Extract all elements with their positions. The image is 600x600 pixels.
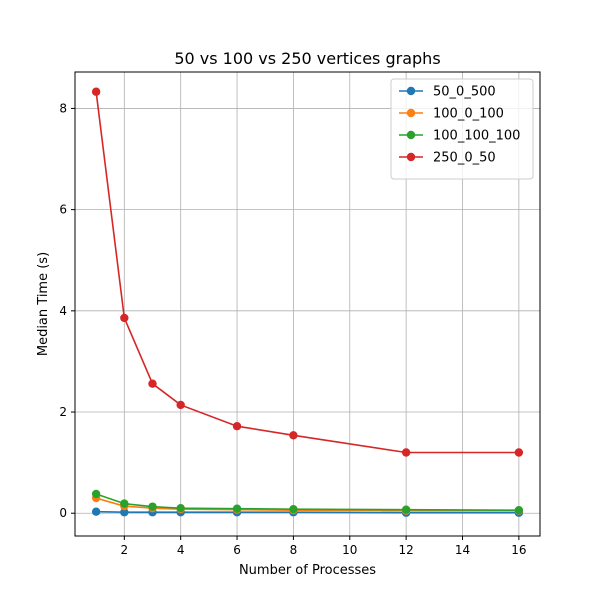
x-axis-label: Number of Processes bbox=[239, 563, 376, 578]
y-tick-label: 0 bbox=[59, 506, 67, 520]
legend-marker bbox=[406, 108, 416, 118]
legend-label: 50_0_500 bbox=[433, 85, 496, 100]
data-point bbox=[91, 489, 101, 499]
data-point bbox=[514, 448, 524, 457]
y-tick-label: 2 bbox=[59, 405, 67, 419]
series-line bbox=[95, 493, 519, 511]
data-point bbox=[120, 499, 129, 508]
data-point bbox=[176, 400, 185, 410]
series-layer bbox=[91, 87, 524, 517]
x-tick-label: 2 bbox=[120, 543, 128, 557]
chart-title: 50 vs 100 vs 250 vertices graphs bbox=[174, 49, 440, 68]
data-point bbox=[91, 87, 101, 96]
data-point bbox=[91, 507, 101, 516]
series-line bbox=[96, 510, 519, 514]
series-line bbox=[95, 91, 519, 454]
tick-layer: 2 4 6 8 10 12 14 16 0 2 4 6 8 bbox=[59, 101, 526, 557]
legend-item: 100_0_100 bbox=[399, 107, 504, 122]
y-axis-label: Median Time (s) bbox=[36, 252, 51, 356]
legend-box bbox=[390, 78, 534, 180]
data-point bbox=[289, 431, 298, 440]
x-tick-label: 8 bbox=[290, 543, 298, 557]
data-point bbox=[120, 313, 129, 323]
data-point bbox=[148, 379, 157, 388]
data-point bbox=[401, 505, 411, 514]
y-tick-label: 6 bbox=[59, 203, 67, 217]
legend-label: 100_100_100 bbox=[433, 129, 520, 144]
x-tick-label: 6 bbox=[233, 543, 241, 557]
data-point bbox=[176, 503, 185, 513]
data-point bbox=[514, 505, 524, 515]
y-tick-label: 4 bbox=[59, 304, 67, 318]
plot-frame bbox=[74, 71, 541, 537]
data-point bbox=[401, 448, 411, 457]
x-tick-label: 16 bbox=[511, 543, 526, 557]
legend-item: 50_0_500 bbox=[399, 85, 496, 100]
series-250_0_50 bbox=[91, 87, 524, 457]
x-tick-label: 10 bbox=[342, 543, 357, 557]
data-point bbox=[232, 504, 242, 513]
legend-item: 250_0_50 bbox=[399, 151, 496, 166]
y-tick-label: 8 bbox=[59, 101, 67, 115]
legend-marker bbox=[406, 86, 416, 96]
data-point bbox=[148, 502, 157, 511]
series-line bbox=[95, 497, 519, 512]
x-tick-label: 14 bbox=[455, 543, 470, 557]
legend-item: 100_100_100 bbox=[399, 129, 520, 144]
data-point bbox=[232, 421, 242, 431]
data-point bbox=[120, 508, 129, 517]
x-tick-label: 12 bbox=[398, 543, 413, 557]
series-100_100_100 bbox=[91, 489, 524, 515]
legend-label: 250_0_50 bbox=[433, 151, 496, 166]
legend: 50_0_500 100_0_100 100_100_100 250_0_50 bbox=[390, 78, 534, 180]
x-tick-label: 4 bbox=[177, 543, 185, 557]
legend-label: 100_0_100 bbox=[433, 107, 504, 122]
data-point bbox=[289, 504, 298, 514]
legend-marker bbox=[406, 152, 416, 162]
legend-marker bbox=[406, 130, 416, 140]
